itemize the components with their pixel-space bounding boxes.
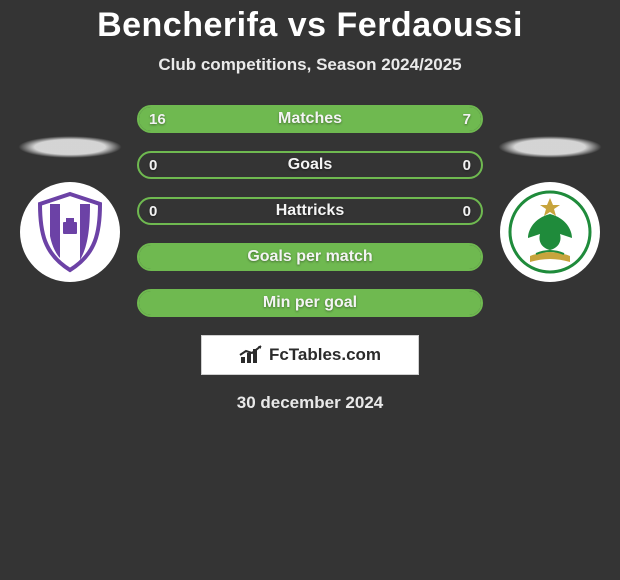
eagle-crest-icon bbox=[506, 188, 594, 276]
crest-shadow bbox=[498, 136, 602, 158]
banner-text: FcTables.com bbox=[269, 345, 381, 365]
stat-bar: Goals per match bbox=[137, 243, 483, 271]
page-title: Bencherifa vs Ferdaoussi bbox=[0, 6, 620, 45]
subtitle: Club competitions, Season 2024/2025 bbox=[0, 55, 620, 75]
stat-bar: 16 Matches 7 bbox=[137, 105, 483, 133]
shield-icon bbox=[26, 188, 114, 276]
stat-value-right: 0 bbox=[463, 199, 471, 223]
stat-label: Hattricks bbox=[139, 199, 481, 223]
stat-bar: 0 Goals 0 bbox=[137, 151, 483, 179]
team-crest-right-icon bbox=[500, 182, 600, 282]
comparison-card: Bencherifa vs Ferdaoussi Club competitio… bbox=[0, 0, 620, 440]
stat-value-right: 0 bbox=[463, 153, 471, 177]
stat-label: Min per goal bbox=[139, 291, 481, 315]
stat-value-right: 7 bbox=[463, 107, 471, 131]
date-label: 30 december 2024 bbox=[0, 393, 620, 413]
crest-shadow bbox=[18, 136, 122, 158]
stat-bar: 0 Hattricks 0 bbox=[137, 197, 483, 225]
right-team-crest bbox=[500, 182, 600, 292]
source-banner: FcTables.com bbox=[201, 335, 419, 375]
left-team-crest bbox=[20, 182, 120, 292]
stat-label: Goals per match bbox=[139, 245, 481, 269]
team-crest-left-icon bbox=[20, 182, 120, 282]
stat-label: Matches bbox=[139, 107, 481, 131]
stat-bar: Min per goal bbox=[137, 289, 483, 317]
stat-label: Goals bbox=[139, 153, 481, 177]
stat-bars: 16 Matches 7 0 Goals 0 0 Hattricks 0 Goa… bbox=[137, 105, 483, 317]
chart-logo-icon bbox=[239, 345, 265, 365]
